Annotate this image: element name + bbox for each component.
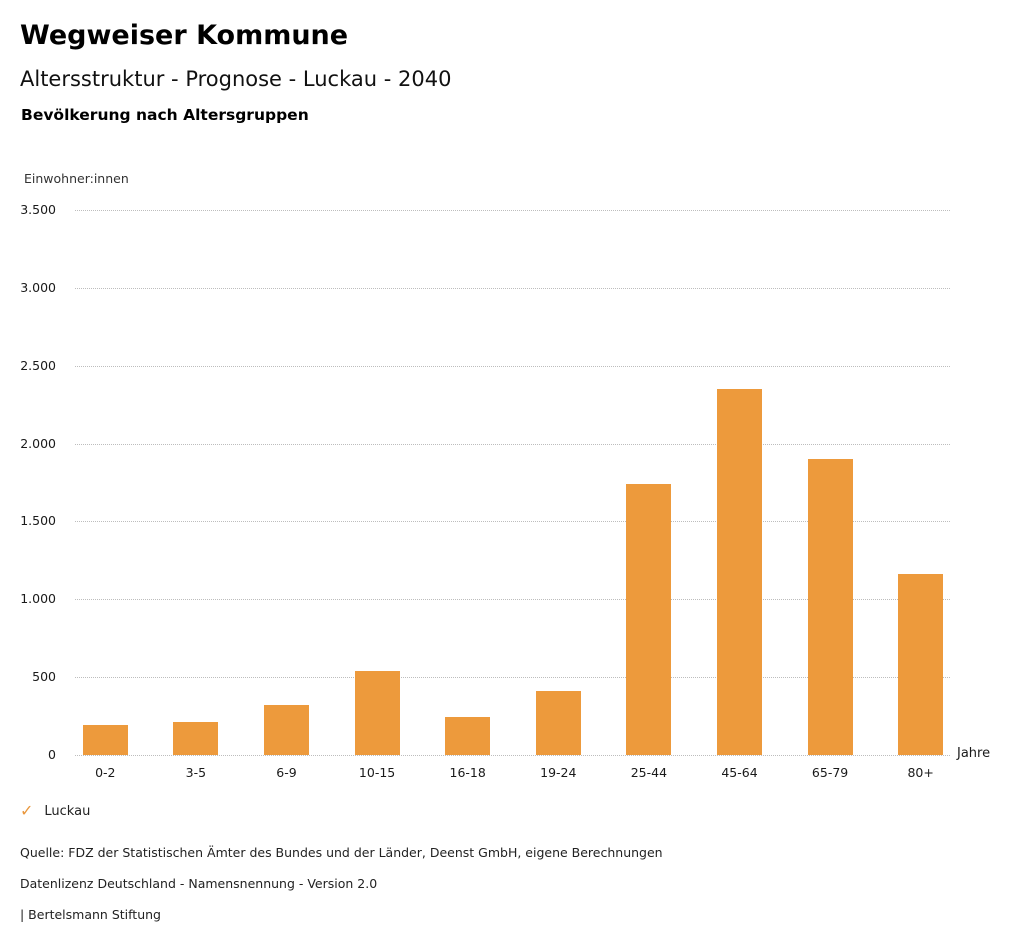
y-tick-label: 0 [48, 747, 56, 762]
bar-19-24[interactable] [535, 691, 581, 755]
x-tick-label: 16-18 [449, 765, 486, 780]
publisher-text: | Bertelsmann Stiftung [20, 907, 161, 922]
gridline [75, 287, 950, 289]
bar-65-79[interactable] [807, 459, 853, 755]
y-tick-label: 500 [32, 669, 56, 685]
bar-10-15[interactable] [354, 670, 400, 755]
bar-3-5[interactable] [173, 721, 219, 755]
x-tick-label: 0-2 [95, 765, 116, 780]
gridline [75, 755, 950, 756]
x-tick-label: 80+ [907, 765, 934, 780]
y-tick-label: 1.000 [20, 591, 56, 607]
y-tick-label: 2.500 [20, 357, 56, 373]
chart-subtitle: Altersstruktur - Prognose - Luckau - 204… [20, 67, 452, 91]
x-tick-label: 25-44 [630, 765, 668, 780]
chart-heading: Bevölkerung nach Altersgruppen [21, 106, 309, 124]
x-tick-label: 45-64 [721, 765, 758, 780]
legend-item-luckau[interactable]: ✓ Luckau [20, 803, 90, 819]
x-tick-label: 3-5 [185, 765, 207, 780]
bar-6-9[interactable] [264, 705, 309, 755]
x-tick-label: 6-9 [276, 765, 297, 780]
y-tick-label: 3.000 [20, 279, 56, 295]
gridline [75, 677, 950, 679]
x-tick-label: 65-79 [811, 765, 849, 780]
bar-25-44[interactable] [626, 484, 672, 755]
x-axis-unit-label: Jahre [957, 746, 991, 761]
page-title: Wegweiser Kommune [20, 20, 349, 51]
bar-80+[interactable] [898, 574, 944, 755]
source-text: Quelle: FDZ der Statistischen Ämter des … [20, 845, 663, 860]
bar-0-2[interactable] [82, 725, 128, 755]
y-axis-title: Einwohner:innen [24, 171, 129, 186]
license-text: Datenlizenz Deutschland - Namensnennung … [20, 876, 378, 891]
y-tick-label: 3.500 [20, 202, 56, 217]
bar-45-64[interactable] [717, 389, 762, 755]
x-tick-label: 19-24 [540, 765, 577, 780]
gridline [75, 521, 950, 523]
bar-16-18[interactable] [445, 716, 491, 755]
legend-label: Luckau [44, 803, 91, 819]
y-tick-label: 1.500 [20, 513, 56, 529]
gridline [75, 210, 950, 211]
check-icon: ✓ [20, 801, 34, 820]
y-tick-label: 2.000 [20, 435, 56, 451]
x-tick-label: 10-15 [358, 765, 396, 780]
gridline [75, 443, 950, 445]
gridline [75, 365, 950, 367]
gridline [75, 599, 950, 601]
